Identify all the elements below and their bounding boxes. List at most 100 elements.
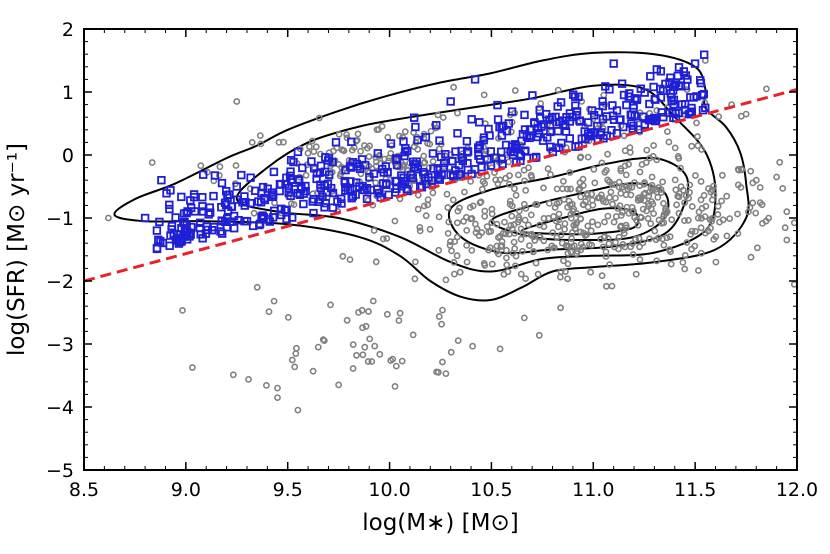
gray-point <box>646 235 653 243</box>
blue-point <box>328 203 338 212</box>
gray-point <box>639 205 647 213</box>
blue-point <box>345 162 355 171</box>
gray-point <box>520 200 528 208</box>
gray-point <box>663 208 671 216</box>
gray-point <box>677 183 685 191</box>
blue-point <box>674 63 684 72</box>
gray-point <box>655 184 663 191</box>
gray-point <box>589 218 596 226</box>
blue-point <box>619 90 629 100</box>
gray-point <box>673 201 680 209</box>
gray-point-series <box>105 57 797 414</box>
x-tick-label: 10.5 <box>470 479 512 501</box>
gray-point <box>624 185 632 193</box>
gray-point <box>675 154 683 162</box>
blue-point <box>528 91 537 100</box>
gray-point <box>411 275 419 283</box>
gray-point <box>481 212 489 220</box>
gray-point <box>686 181 694 189</box>
gray-point <box>416 227 424 235</box>
gray-point <box>715 113 723 120</box>
gray-point <box>758 201 766 209</box>
gray-point <box>560 195 568 203</box>
blue-point <box>340 178 350 187</box>
gray-point <box>702 202 710 210</box>
gray-point <box>305 143 313 150</box>
blue-point <box>474 151 483 160</box>
gray-point <box>270 297 278 305</box>
blue-point <box>413 135 422 145</box>
gray-point <box>606 194 613 201</box>
gray-point <box>747 253 755 261</box>
gray-point <box>424 196 432 203</box>
gray-point <box>561 220 569 228</box>
gray-point <box>627 243 635 251</box>
gray-point <box>677 164 684 172</box>
blue-point <box>175 233 184 242</box>
blue-point <box>632 94 642 103</box>
gray-point <box>339 252 347 260</box>
gray-point <box>783 236 791 244</box>
gray-point <box>500 270 508 278</box>
gray-point <box>287 200 295 208</box>
gray-point <box>560 257 567 265</box>
gray-point <box>496 176 504 184</box>
blue-point <box>177 192 186 202</box>
gray-point <box>734 210 741 218</box>
blue-point <box>293 147 303 157</box>
blue-point <box>353 162 362 171</box>
gray-point <box>643 146 651 154</box>
x-tick-label: 10.0 <box>368 479 410 501</box>
gray-point <box>511 185 518 193</box>
gray-point <box>705 185 712 192</box>
y-tick-label: 2 <box>62 19 74 41</box>
gray-point <box>660 199 667 207</box>
gray-point <box>444 229 452 237</box>
blue-point <box>152 226 162 235</box>
gray-point <box>456 204 463 212</box>
blue-point <box>652 65 661 74</box>
blue-point <box>506 147 515 156</box>
blue-point <box>572 107 582 116</box>
blue-point <box>646 72 655 81</box>
blue-point <box>287 213 297 222</box>
gray-point <box>695 208 703 216</box>
gray-point <box>365 153 373 160</box>
blue-point <box>629 121 638 130</box>
gray-point <box>315 114 323 122</box>
gray-point <box>288 356 296 364</box>
blue-point <box>362 194 372 204</box>
gray-point <box>387 149 395 157</box>
gray-point <box>215 171 223 179</box>
gray-point <box>712 233 720 241</box>
gray-point <box>343 131 350 138</box>
gray-point <box>688 203 696 210</box>
blue-point <box>181 226 191 235</box>
gray-point <box>554 86 562 94</box>
gray-point <box>559 185 566 193</box>
gray-point <box>587 227 595 235</box>
gray-point <box>714 211 722 218</box>
gray-point <box>619 208 626 216</box>
gray-point <box>607 188 615 196</box>
gray-point <box>525 221 532 229</box>
gray-point <box>693 119 700 127</box>
gray-point <box>650 142 657 149</box>
gray-point <box>742 110 750 118</box>
blue-point <box>435 136 444 145</box>
gray-point <box>517 270 525 278</box>
gray-point <box>498 242 506 249</box>
blue-point <box>309 194 318 204</box>
blue-point <box>346 177 355 186</box>
gray-point <box>346 256 354 263</box>
blue-point <box>518 129 528 139</box>
gray-point <box>335 130 343 138</box>
gray-point <box>308 137 316 145</box>
gray-point <box>666 246 673 254</box>
gray-point <box>697 196 705 204</box>
gray-point <box>545 214 552 222</box>
gray-point <box>540 184 547 192</box>
blue-point <box>248 221 258 231</box>
gray-point <box>460 188 468 196</box>
gray-point <box>587 268 594 276</box>
